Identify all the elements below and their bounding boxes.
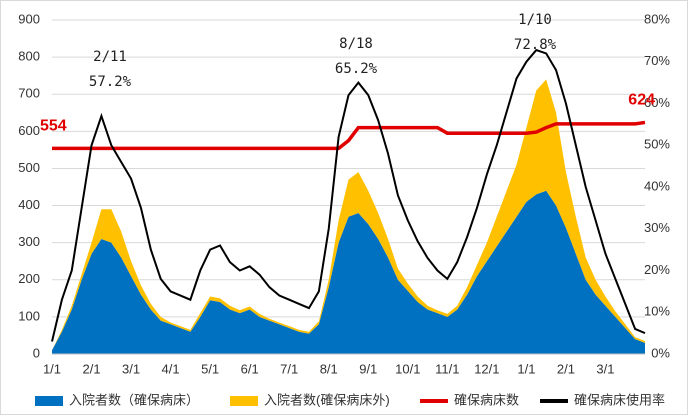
y-tick-label: 200 (18, 271, 40, 286)
y-tick-label: 100 (18, 308, 40, 323)
x-tick-label: 1/1 (43, 361, 61, 376)
y-tick-label: 700 (18, 86, 40, 101)
x-tick-label: 3/1 (596, 361, 614, 376)
annotation-value: 65.2% (335, 61, 378, 77)
annotation-date: 8/18 (339, 36, 373, 52)
y2-tick-label: 20% (644, 262, 670, 277)
x-tick-label: 7/1 (280, 361, 298, 376)
annotation-value: 57.2% (89, 74, 132, 90)
y2-tick-label: 70% (644, 53, 670, 68)
y-tick-label: 400 (18, 197, 40, 212)
x-tick-label: 4/1 (162, 361, 180, 376)
y-tick-label: 0 (33, 345, 40, 360)
x-tick-label: 5/1 (201, 361, 219, 376)
legend-swatch (35, 396, 63, 406)
legend-label: 入院者数(確保病床外) (264, 392, 390, 407)
line (51, 48, 646, 342)
value-label: 624 (628, 92, 655, 109)
legend-label: 入院者数（確保病床） (69, 392, 199, 407)
x-tick-label: 3/1 (122, 361, 140, 376)
y-tick-label: 900 (18, 11, 40, 26)
annotation-date: 2/11 (93, 49, 127, 65)
x-tick-label: 9/1 (359, 361, 377, 376)
y2-tick-label: 10% (644, 304, 670, 319)
annotation-date: 1/10 (518, 12, 552, 28)
annotation-value: 72.8% (514, 37, 557, 53)
x-tick-label: 1/1 (517, 361, 535, 376)
y2-tick-label: 30% (644, 220, 670, 235)
y2-tick-label: 0% (651, 345, 670, 360)
x-tick-label: 12/1 (474, 361, 499, 376)
legend-swatch (230, 396, 258, 406)
x-tick-label: 2/1 (82, 361, 100, 376)
x-tick-label: 2/1 (557, 361, 575, 376)
y-tick-label: 500 (18, 160, 40, 175)
x-tick-label: 6/1 (241, 361, 259, 376)
y2-tick-label: 50% (644, 137, 670, 152)
area (52, 79, 645, 351)
x-tick-label: 11/1 (435, 361, 459, 376)
x-tick-label: 10/1 (395, 361, 420, 376)
y-tick-label: 600 (18, 123, 40, 138)
y2-tick-label: 60% (644, 95, 670, 110)
legend-label: 確保病床使用率 (574, 392, 665, 407)
x-tick-label: 8/1 (320, 361, 338, 376)
y-tick-label: 300 (18, 234, 40, 249)
value-label: 554 (40, 118, 67, 135)
y2-tick-label: 40% (644, 178, 670, 193)
area (52, 190, 645, 354)
y2-tick-label: 80% (644, 11, 670, 26)
y-tick-label: 800 (18, 49, 40, 64)
line (52, 120, 646, 151)
legend-label: 確保病床数 (454, 392, 519, 407)
